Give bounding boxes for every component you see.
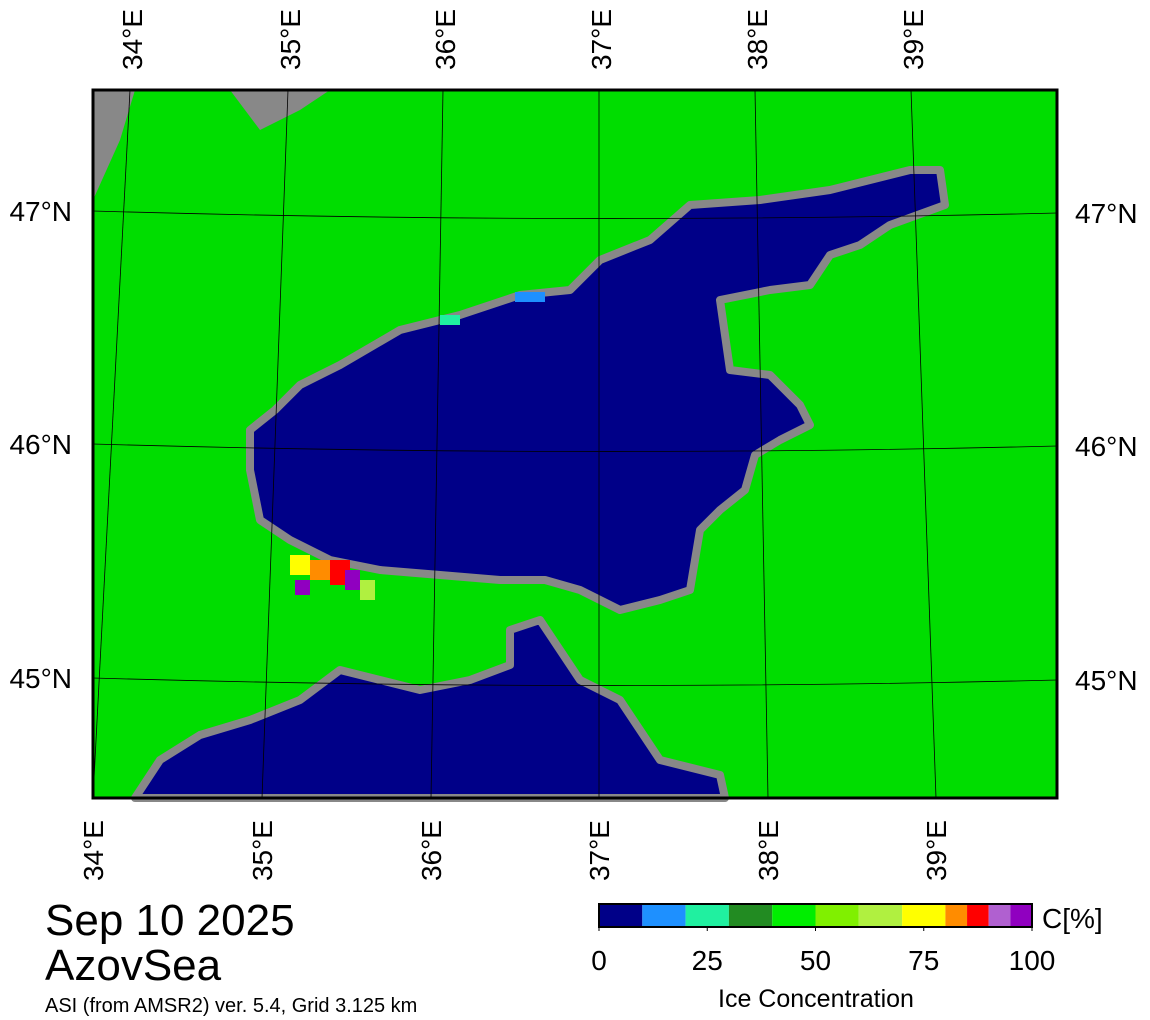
lon-label: 38°E — [753, 820, 784, 881]
colorbar-segment — [945, 904, 968, 927]
colorbar-segment — [599, 904, 643, 927]
lon-label: 39°E — [921, 820, 952, 881]
lat-label: 45°N — [9, 663, 72, 694]
lon-label: 36°E — [416, 820, 447, 881]
colorbar-segment — [858, 904, 903, 927]
lon-label: 35°E — [247, 820, 278, 881]
lon-label: 34°E — [78, 820, 109, 881]
colorbar-segment — [642, 904, 686, 927]
parallel — [92, 443, 1058, 452]
date: Sep 10 2025 — [45, 896, 295, 945]
lon-label: 35°E — [275, 9, 306, 70]
lon-label: 39°E — [898, 9, 929, 70]
lon-label: 36°E — [430, 9, 461, 70]
colorbar-tick-label: 0 — [591, 945, 607, 976]
colorbar-segment — [728, 904, 773, 927]
map — [91, 88, 1059, 802]
region: AzovSea — [45, 941, 222, 990]
lat-label: 47°N — [1075, 198, 1138, 229]
colorbar-tick-label: 25 — [692, 945, 723, 976]
meridian — [430, 89, 444, 799]
colorbar-tick-label: 75 — [908, 945, 939, 976]
colorbar-segment — [772, 904, 816, 927]
ice-patch — [290, 292, 545, 600]
colorbar-segment — [967, 904, 989, 927]
colorbar-unit: C[%] — [1042, 903, 1103, 934]
lat-label: 46°N — [1075, 431, 1138, 462]
black-sea — [131, 616, 729, 802]
colorbar-tick-label: 100 — [1009, 945, 1056, 976]
lon-label: 37°E — [586, 9, 617, 70]
meridian — [754, 89, 769, 799]
parallel — [92, 210, 1058, 219]
azov-sea — [246, 166, 949, 614]
lat-label: 46°N — [9, 429, 72, 460]
meridian — [910, 89, 937, 799]
meridian — [92, 89, 131, 799]
colorbar-segment — [815, 904, 859, 927]
lon-label: 37°E — [584, 820, 615, 881]
meridian — [261, 89, 289, 799]
colorbar-segment — [1010, 904, 1032, 927]
land-gray — [93, 90, 330, 200]
lat-label: 47°N — [9, 196, 72, 227]
lon-label: 38°E — [742, 9, 773, 70]
colorbar-label: Ice Concentration — [718, 985, 914, 1013]
colorbar-segment — [902, 904, 946, 927]
lon-label: 34°E — [117, 9, 148, 70]
lat-label: 45°N — [1075, 665, 1138, 696]
colorbar-segment — [988, 904, 1011, 927]
caption: ASI (from AMSR2) ver. 5.4, Grid 3.125 km — [45, 995, 417, 1017]
colorbar-segment — [685, 904, 729, 927]
colorbar-tick-label: 50 — [800, 945, 831, 976]
parallel — [92, 677, 1058, 686]
